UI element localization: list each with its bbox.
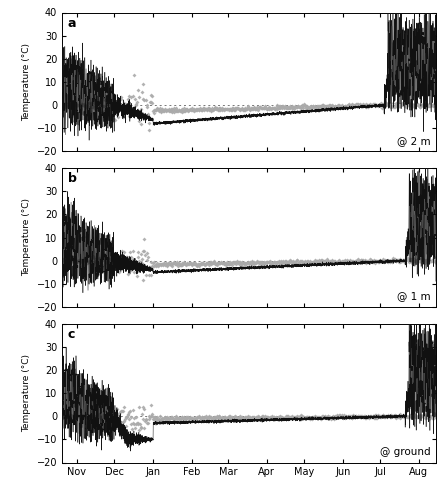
Text: c: c	[68, 328, 75, 341]
Text: b: b	[68, 172, 77, 185]
Y-axis label: Temperature (°C): Temperature (°C)	[22, 198, 31, 276]
Text: a: a	[68, 16, 76, 30]
Text: @ ground: @ ground	[380, 447, 431, 457]
Text: @ 2 m: @ 2 m	[397, 136, 431, 146]
Y-axis label: Temperature (°C): Temperature (°C)	[22, 354, 31, 432]
Text: @ 1 m: @ 1 m	[397, 292, 431, 302]
Y-axis label: Temperature (°C): Temperature (°C)	[22, 43, 31, 121]
